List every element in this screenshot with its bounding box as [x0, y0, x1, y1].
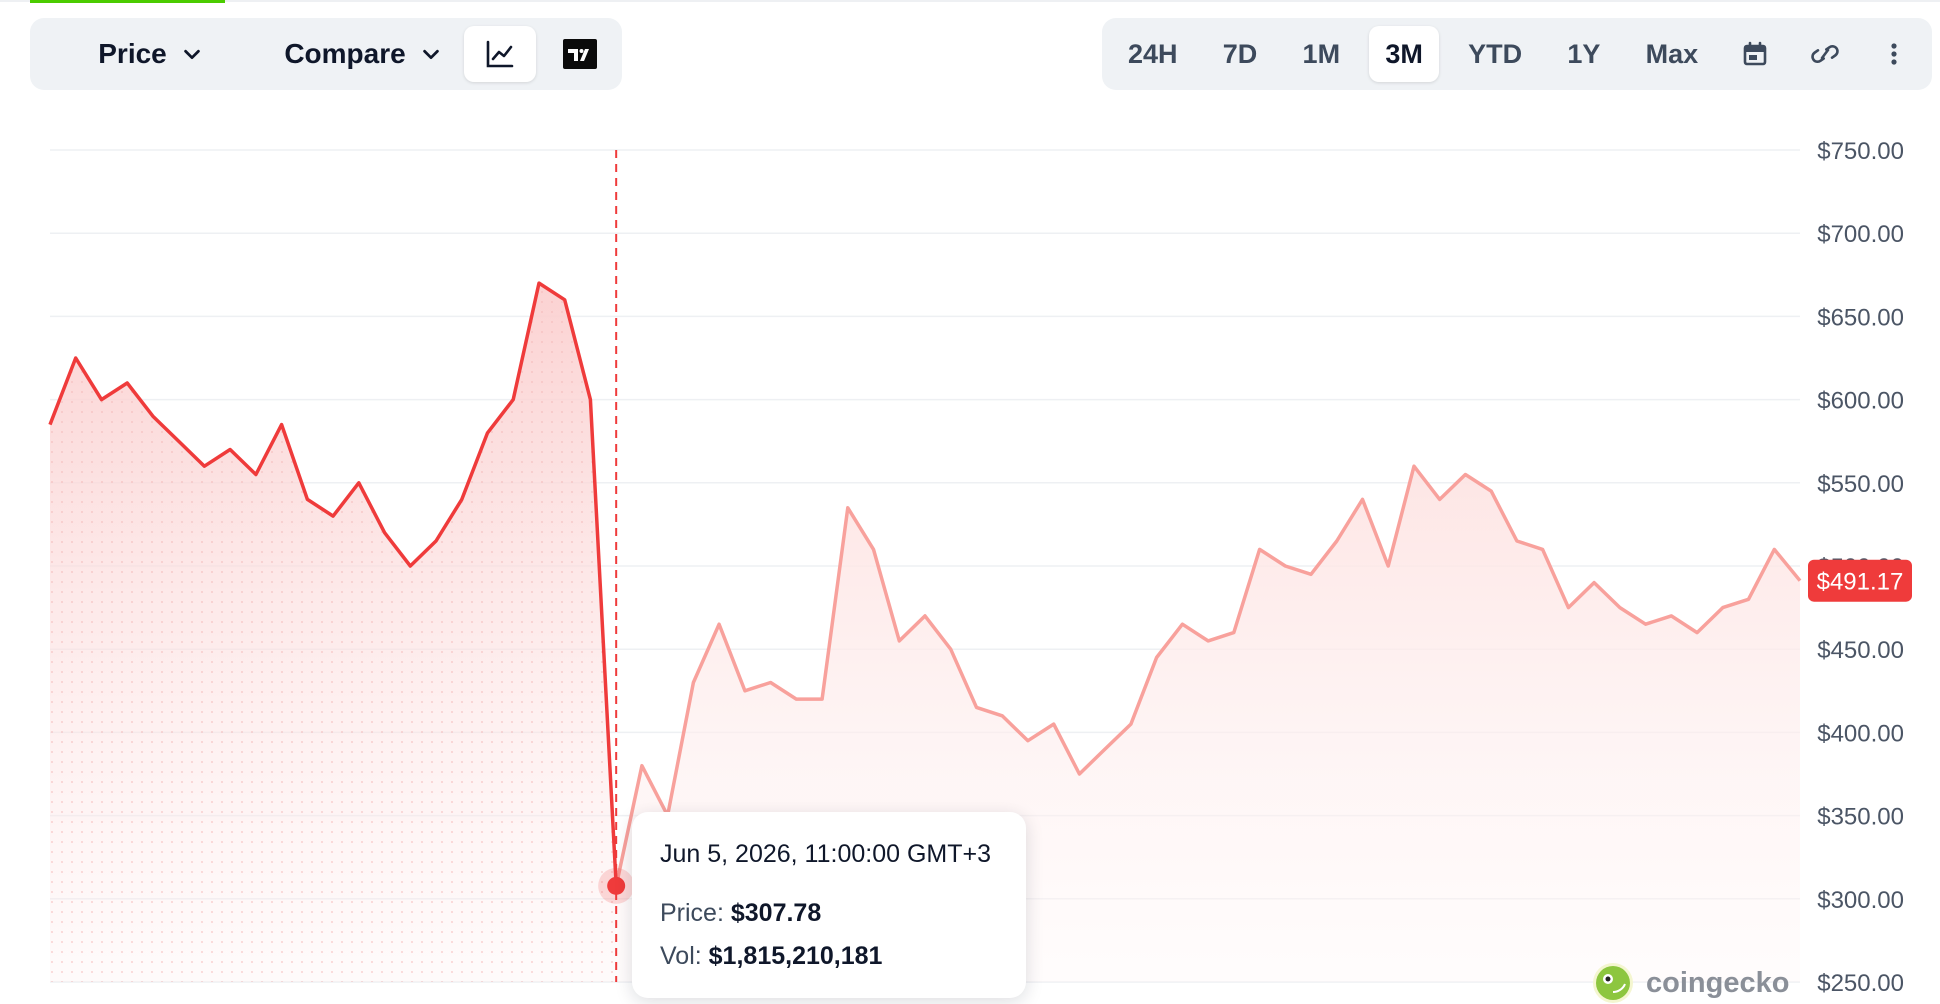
more-vertical-icon — [1891, 43, 1897, 65]
tradingview-icon — [563, 39, 597, 69]
y-tick-label: $300.00 — [1817, 887, 1904, 914]
y-tick-label: $700.00 — [1817, 221, 1904, 248]
hover-point — [607, 876, 626, 895]
tooltip-price-label: Price: — [660, 899, 724, 927]
line-chart-icon — [486, 40, 514, 68]
active-tab-indicator — [30, 0, 225, 3]
y-tick-label: $400.00 — [1817, 720, 1904, 747]
line-chart-button[interactable] — [464, 26, 536, 82]
link-icon — [1810, 45, 1839, 63]
share-link-button[interactable] — [1797, 26, 1853, 82]
coingecko-watermark-text: coingecko — [1646, 966, 1790, 999]
y-tick-label: $750.00 — [1817, 138, 1904, 165]
y-tick-label: $250.00 — [1817, 970, 1904, 997]
range-1m-button[interactable]: 1M — [1302, 38, 1341, 69]
price-line — [48, 281, 618, 886]
chevron-down-icon — [422, 49, 439, 60]
range-7d-button[interactable]: 7D — [1222, 38, 1258, 69]
calendar-icon — [1744, 41, 1767, 66]
current-price-badge-text: $491.17 — [1817, 569, 1904, 596]
price-dropdown-label: Price — [98, 38, 167, 69]
coingecko-watermark: coingecko — [1592, 962, 1789, 1004]
tooltip-volume-value: $1,815,210,181 — [708, 942, 883, 970]
price-tooltip: Jun 5, 2026, 11:00:00 GMT+3 Price: $307.… — [632, 812, 1026, 998]
more-options-button[interactable] — [1866, 26, 1922, 82]
price-area-dots — [50, 283, 617, 983]
tooltip-date: Jun 5, 2026, 11:00:00 GMT+3 — [660, 840, 992, 868]
range-24h-button[interactable]: 24H — [1128, 38, 1178, 69]
current-price-badge — [1808, 559, 1912, 602]
range-ytd-button[interactable]: YTD — [1468, 38, 1523, 69]
tooltip-price-value: $307.78 — [730, 899, 822, 927]
tradingview-button[interactable] — [544, 26, 616, 82]
time-range-selector: 24H 7D 1M 3M YTD 1Y Max — [1102, 18, 1932, 90]
tooltip-price-row: Price: $307.78 — [660, 899, 998, 928]
chart-type-toggle — [458, 18, 622, 90]
range-max-button[interactable]: Max — [1645, 38, 1699, 69]
chevron-down-icon — [183, 49, 200, 60]
compare-dropdown-label: Compare — [284, 38, 406, 69]
range-1y-button[interactable]: 1Y — [1567, 38, 1601, 69]
top-divider — [0, 0, 1940, 2]
y-tick-label: $550.00 — [1817, 471, 1904, 498]
tooltip-volume-label: Vol: — [660, 942, 702, 970]
y-tick-label: $450.00 — [1817, 637, 1904, 664]
y-tick-label: $350.00 — [1817, 804, 1904, 831]
date-range-button[interactable] — [1727, 26, 1783, 82]
coingecko-logo-icon — [1593, 963, 1633, 1003]
tooltip-volume-row: Vol: $1,815,210,181 — [660, 942, 998, 971]
range-3m-button[interactable]: 3M — [1369, 26, 1439, 82]
y-tick-label: $600.00 — [1817, 388, 1904, 415]
y-tick-label: $650.00 — [1817, 304, 1904, 331]
price-line-faded — [614, 464, 1802, 887]
